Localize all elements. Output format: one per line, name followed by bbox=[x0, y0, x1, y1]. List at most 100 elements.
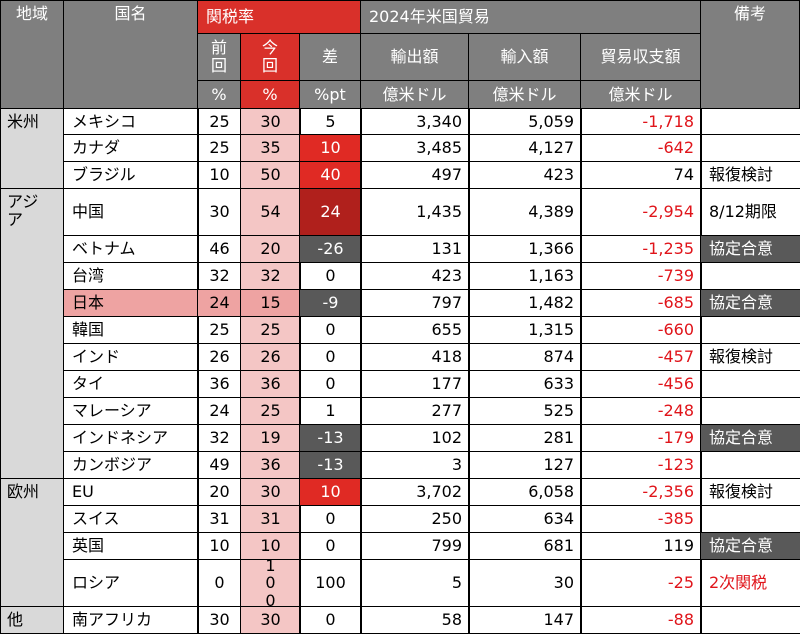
header-note: 備考 bbox=[700, 0, 800, 109]
trade-balance: 119 bbox=[580, 532, 702, 560]
country-name: 韓国 bbox=[63, 316, 199, 344]
imports-value: 1,482 bbox=[468, 289, 582, 317]
trade-balance: -25 bbox=[580, 559, 702, 607]
country-name: 英国 bbox=[63, 532, 199, 560]
note-cell: 報復検討 bbox=[700, 478, 800, 506]
trade-balance: -88 bbox=[580, 606, 702, 634]
imports-value: 1,315 bbox=[468, 316, 582, 344]
country-name: カナダ bbox=[63, 134, 199, 162]
note-cell bbox=[700, 316, 800, 344]
prev-rate: 46 bbox=[197, 235, 242, 263]
prev-rate: 25 bbox=[197, 108, 242, 135]
unit-previous: % bbox=[197, 80, 241, 109]
note-cell: 協定合意 bbox=[700, 424, 800, 452]
exports-value: 423 bbox=[360, 262, 470, 290]
header-exports: 輸出額 bbox=[360, 33, 469, 81]
imports-value: 633 bbox=[468, 370, 582, 398]
imports-value: 1,163 bbox=[468, 262, 582, 290]
header-previous-line2: 回 bbox=[210, 56, 227, 75]
prev-rate: 25 bbox=[197, 134, 242, 162]
note-cell: 2次関税 bbox=[700, 559, 800, 607]
country-name: ブラジル bbox=[63, 161, 199, 189]
exports-value: 799 bbox=[360, 532, 470, 560]
trade-balance: -385 bbox=[580, 505, 702, 533]
exports-value: 797 bbox=[360, 289, 470, 317]
exports-value: 277 bbox=[360, 397, 470, 425]
current-rate: 19 bbox=[240, 424, 301, 452]
exports-value: 655 bbox=[360, 316, 470, 344]
prev-rate: 30 bbox=[197, 188, 242, 236]
exports-value: 58 bbox=[360, 606, 470, 634]
header-tariff-rate: 関税率 bbox=[197, 0, 361, 34]
current-rate: 25 bbox=[240, 316, 301, 344]
prev-rate: 10 bbox=[197, 161, 242, 189]
prev-rate: 0 bbox=[197, 559, 242, 607]
country-name: ロシア bbox=[63, 559, 199, 607]
prev-rate: 20 bbox=[197, 478, 242, 506]
rate-difference: -26 bbox=[299, 235, 362, 263]
rate-difference: 0 bbox=[299, 606, 362, 634]
trade-balance: -179 bbox=[580, 424, 702, 452]
country-name: 中国 bbox=[63, 188, 199, 236]
rate-difference: 0 bbox=[299, 343, 362, 371]
country-name: インドネシア bbox=[63, 424, 199, 452]
trade-balance: -660 bbox=[580, 316, 702, 344]
imports-value: 147 bbox=[468, 606, 582, 634]
country-name: 台湾 bbox=[63, 262, 199, 290]
current-rate: 32 bbox=[240, 262, 301, 290]
note-cell: 報復検討 bbox=[700, 161, 800, 189]
note-cell bbox=[700, 108, 800, 135]
rate-difference: 0 bbox=[299, 262, 362, 290]
note-cell bbox=[700, 606, 800, 634]
current-rate: 25 bbox=[240, 397, 301, 425]
current-rate: 100 bbox=[240, 559, 301, 607]
unit-current: % bbox=[240, 80, 300, 109]
header-country: 国名 bbox=[63, 0, 198, 109]
trade-balance: 74 bbox=[580, 161, 702, 189]
imports-value: 127 bbox=[468, 451, 582, 479]
header-difference: 差 bbox=[299, 33, 361, 81]
current-rate: 50 bbox=[240, 161, 301, 189]
current-rate: 26 bbox=[240, 343, 301, 371]
exports-value: 3,485 bbox=[360, 134, 470, 162]
imports-value: 874 bbox=[468, 343, 582, 371]
exports-value: 102 bbox=[360, 424, 470, 452]
imports-value: 681 bbox=[468, 532, 582, 560]
current-rate: 15 bbox=[240, 289, 301, 317]
trade-balance: -642 bbox=[580, 134, 702, 162]
header-current-line2: 回 bbox=[261, 56, 278, 75]
trade-balance: -248 bbox=[580, 397, 702, 425]
rate-difference: 5 bbox=[299, 108, 362, 135]
unit-exports: 億米ドル bbox=[360, 80, 469, 109]
current-rate: 54 bbox=[240, 188, 301, 236]
prev-rate: 30 bbox=[197, 606, 242, 634]
note-cell: 協定合意 bbox=[700, 532, 800, 560]
rate-difference: 10 bbox=[299, 478, 362, 506]
country-name: ベトナム bbox=[63, 235, 199, 263]
exports-value: 1,435 bbox=[360, 188, 470, 236]
country-name: スイス bbox=[63, 505, 199, 533]
imports-value: 4,127 bbox=[468, 134, 582, 162]
exports-value: 250 bbox=[360, 505, 470, 533]
prev-rate: 24 bbox=[197, 289, 242, 317]
prev-rate: 32 bbox=[197, 262, 242, 290]
unit-imports: 億米ドル bbox=[468, 80, 581, 109]
current-rate: 35 bbox=[240, 134, 301, 162]
rate-difference: -9 bbox=[299, 289, 362, 317]
region-cell: 米州 bbox=[0, 108, 64, 189]
prev-rate: 26 bbox=[197, 343, 242, 371]
imports-value: 6,058 bbox=[468, 478, 582, 506]
note-cell bbox=[700, 505, 800, 533]
rate-difference: 24 bbox=[299, 188, 362, 236]
imports-value: 525 bbox=[468, 397, 582, 425]
exports-value: 5 bbox=[360, 559, 470, 607]
exports-value: 497 bbox=[360, 161, 470, 189]
rate-difference: 100 bbox=[299, 559, 362, 607]
header-balance: 貿易収支額 bbox=[580, 33, 701, 81]
exports-value: 131 bbox=[360, 235, 470, 263]
note-cell bbox=[700, 397, 800, 425]
prev-rate: 32 bbox=[197, 424, 242, 452]
imports-value: 281 bbox=[468, 424, 582, 452]
trade-balance: -2,954 bbox=[580, 188, 702, 236]
exports-value: 3,702 bbox=[360, 478, 470, 506]
